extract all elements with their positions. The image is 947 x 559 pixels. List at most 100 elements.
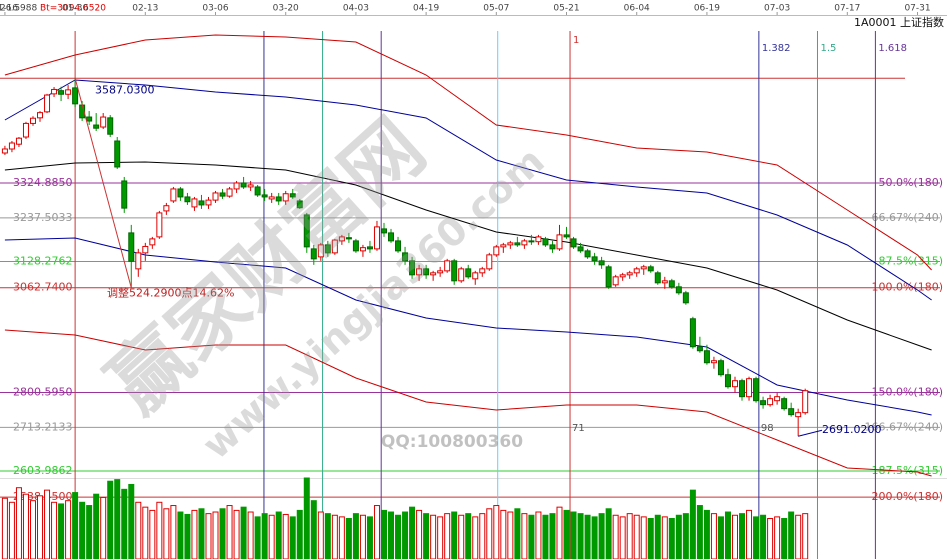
volume-bar [535,511,542,559]
candle-body [184,196,191,203]
volume-bar [359,514,366,559]
symbol-title: 1A0001 上证指数 [854,15,944,29]
volume-bar [619,516,626,559]
volume-bar [198,508,205,559]
volume-bar [107,480,114,559]
candle-body [563,234,570,238]
candle-body [93,124,100,129]
candle-body [163,205,170,212]
volume-bar [86,505,93,559]
candle-body [703,350,710,364]
volume-bar [331,514,338,559]
candle-body [261,194,268,198]
candle-body [219,192,226,197]
volume-bar [142,506,149,559]
volume-bar [247,511,254,559]
volume-bar [268,514,275,559]
candle-body [29,117,36,124]
candle-body [689,318,696,348]
volume-bar [345,518,352,559]
candle-body [37,112,44,119]
candle-body [177,188,184,198]
volume-bar [170,505,177,559]
candle-body [22,122,29,138]
volume-bar [212,511,219,559]
x-tick-label: 04-03 [343,4,369,14]
volume-bar [282,513,289,559]
volume-bar [654,514,661,559]
candle-body [753,378,760,402]
volume-bar [661,516,668,559]
volume-bar [668,518,675,559]
level-label: 3062.7400 [13,281,73,294]
volume-bar [493,505,500,559]
volume-bar [710,513,717,559]
volume-bar [296,509,303,559]
volume-bar [156,501,163,559]
time-line-label: 1 [573,35,579,46]
candle-body [212,192,219,201]
volume-bar [254,516,261,559]
volume-bar [289,516,296,559]
candle-body [717,360,724,376]
volume-bar [163,508,170,559]
candle-body [577,246,584,252]
volume-bar [100,496,107,559]
volume-bar [261,513,268,559]
volume-bar [717,516,724,559]
volume-bar [788,511,795,559]
candle-body [240,182,247,188]
volume-bar [338,516,345,559]
volume-bar [275,511,282,559]
level-ratio: 187.5%(315) [871,464,943,477]
candle-body [598,260,605,266]
volume-bar [121,488,128,559]
volume-bar [486,508,493,559]
candle-body [254,186,261,196]
candle-body [142,245,149,254]
candle-body [170,188,177,202]
volume-bar [731,514,738,559]
x-tick-label: 05-07 [483,4,509,14]
candle-body [366,246,373,250]
candle-body [430,272,437,276]
candle-body [58,90,65,95]
volume-bar [739,513,746,559]
volume-bar [240,506,247,559]
candle-body [275,196,282,202]
volume-bar [682,513,689,559]
candle-body [514,242,521,246]
volume-bar [184,513,191,559]
candle-body [500,244,507,248]
time-line-label: 1.382 [762,43,791,54]
time-line-label: 1.618 [878,43,907,54]
candle-body [626,272,633,276]
volume-bar [640,516,647,559]
volume-bar [612,514,619,559]
candle-body [8,142,15,150]
candle-body [444,260,451,272]
level-label: 2713.2133 [13,420,73,433]
candle-body [135,252,142,270]
candle-body [619,274,626,278]
volume-bar [226,505,233,559]
candle-body [352,240,359,252]
candle-body [373,226,380,250]
candle-body [402,252,409,262]
volume-bar [219,508,226,559]
volume-bar [380,509,387,559]
level-ratio: 100.0%(180) [871,281,943,294]
indicator-line [4,161,932,351]
candle-body [486,254,493,270]
candle-body [507,242,514,246]
watermark-qq: QQ:100800360 [381,432,523,452]
volume-bar [598,513,605,559]
volume-bar [781,518,788,559]
volume-bar [472,516,479,559]
volume-bar [317,511,324,559]
volume-bar [402,511,409,559]
candle-body [296,200,303,209]
candle-body [479,268,486,274]
